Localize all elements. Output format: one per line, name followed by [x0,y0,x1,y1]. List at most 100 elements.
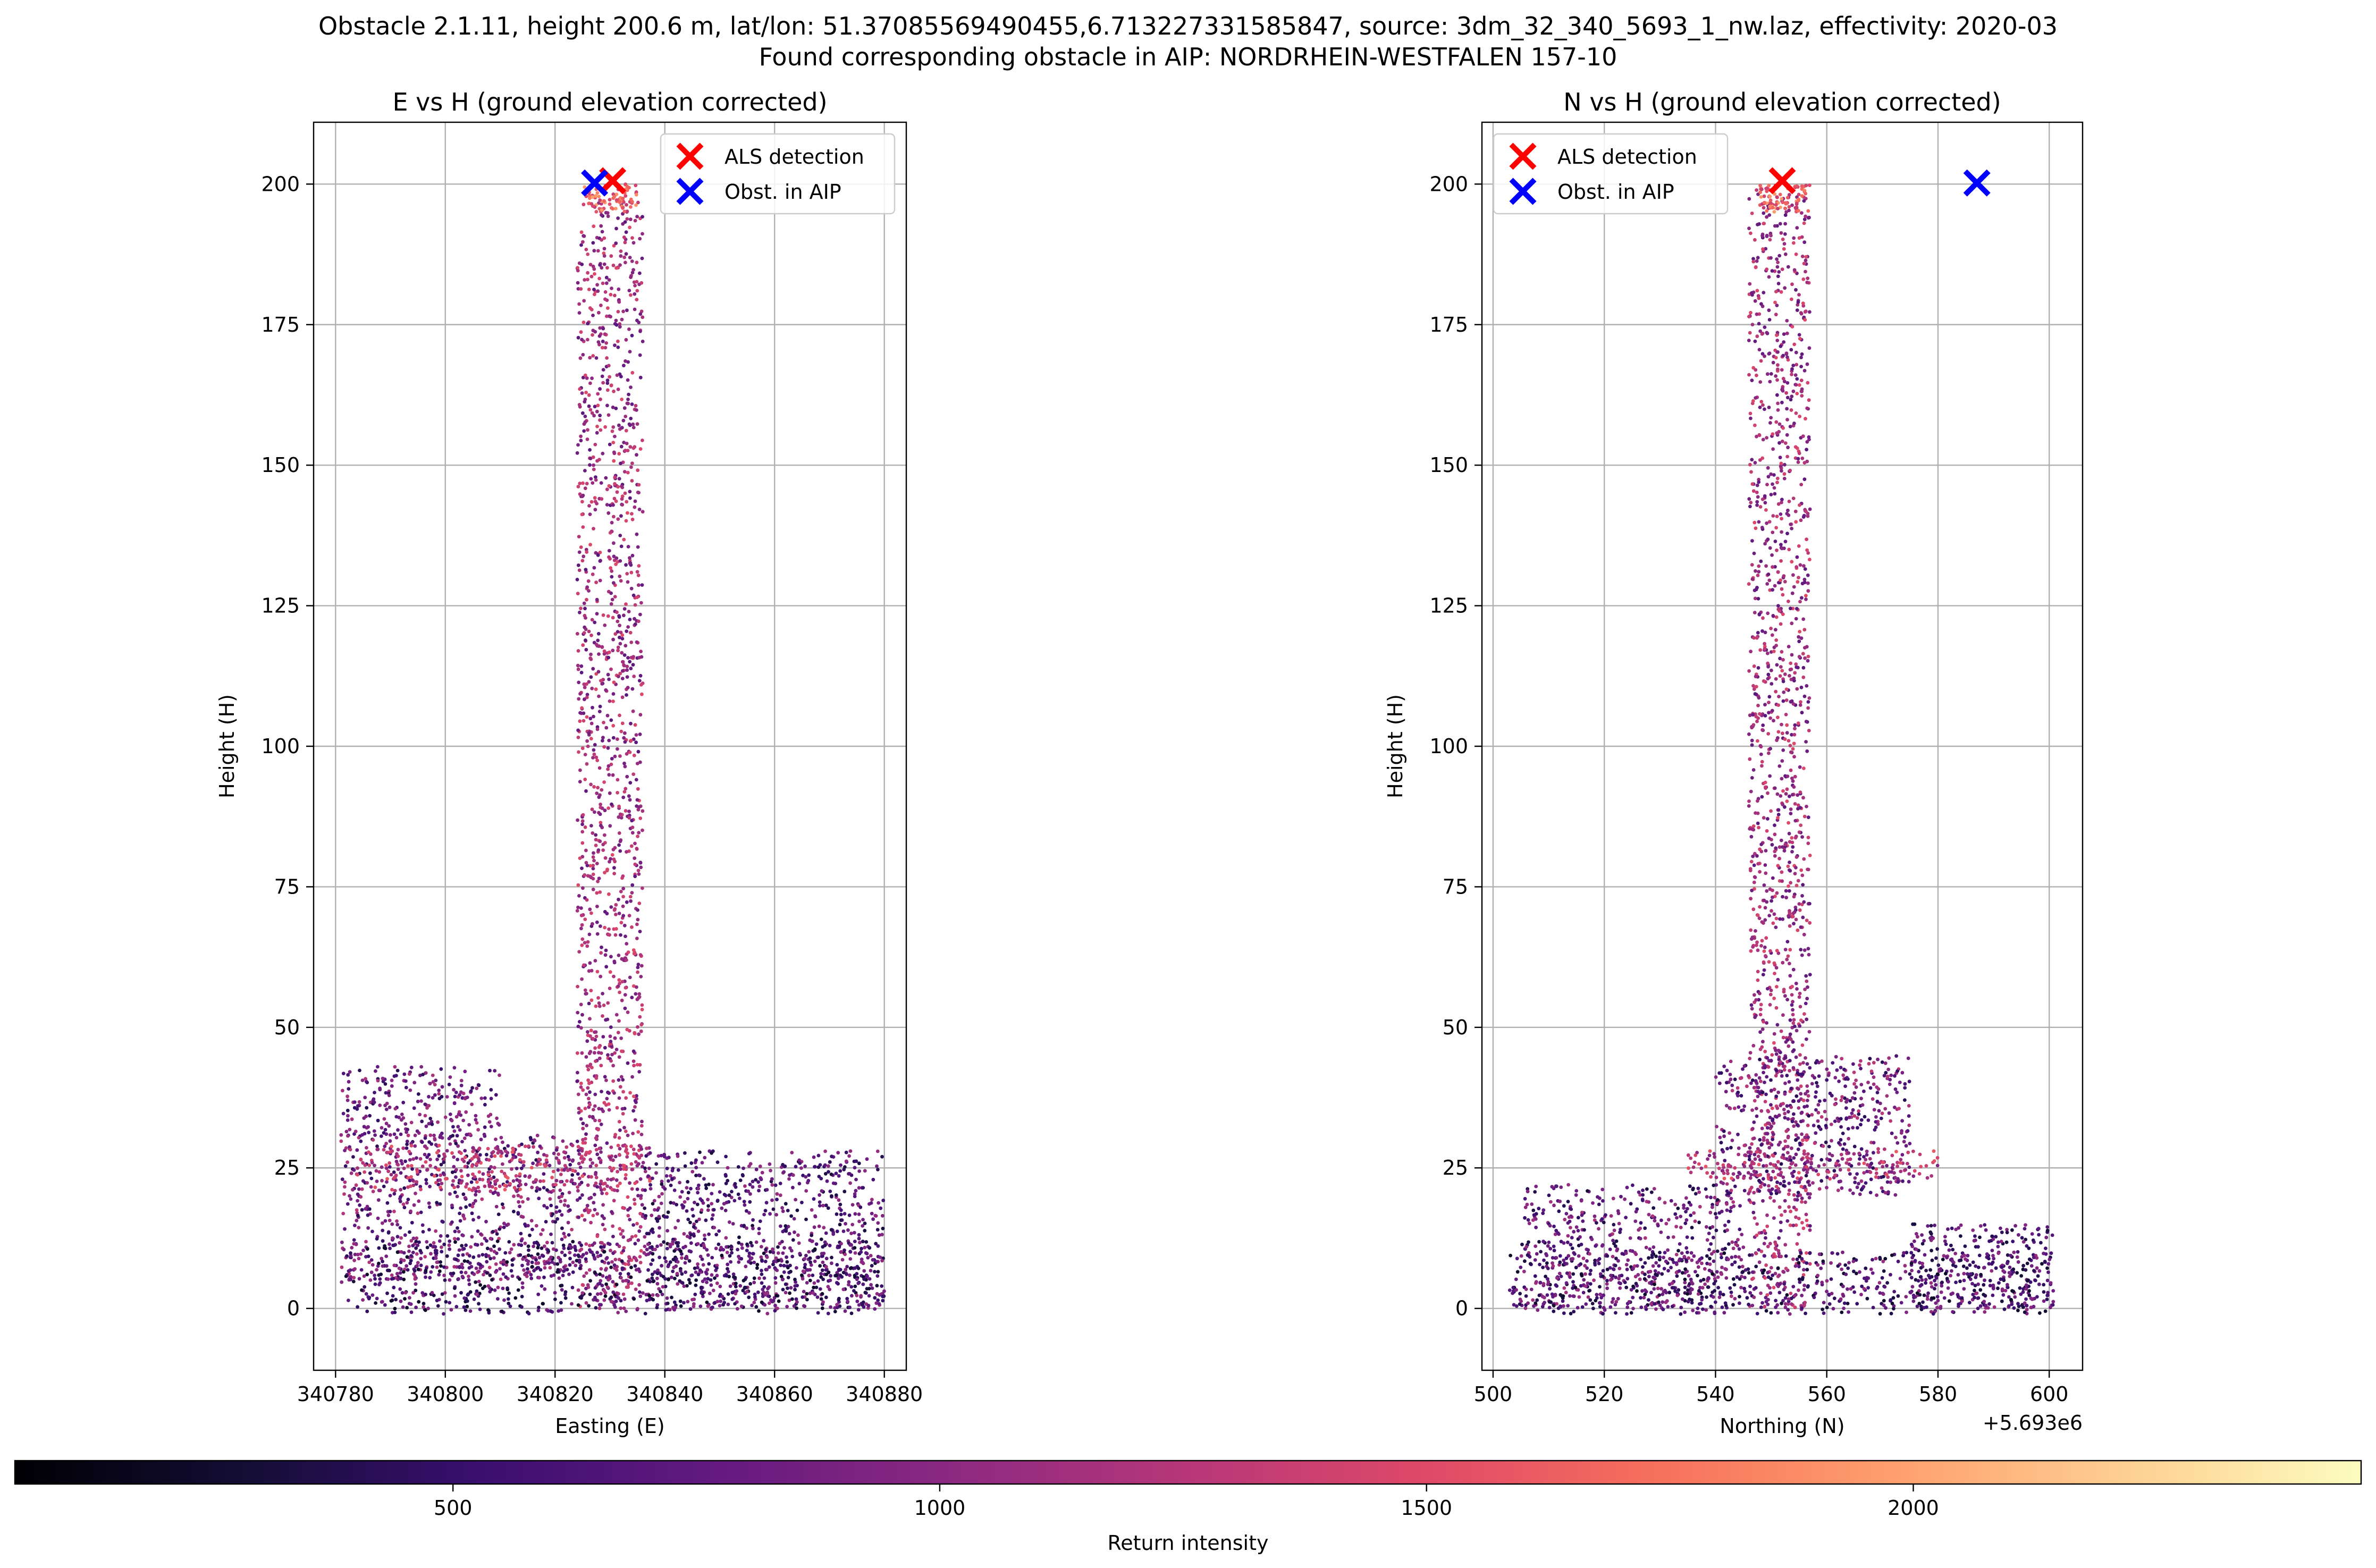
lidar-point [637,992,642,996]
lidar-point [699,1285,703,1289]
lidar-point [631,1109,635,1113]
lidar-point [373,1185,377,1190]
lidar-point [576,736,580,739]
lidar-point [634,1234,638,1238]
lidar-point [562,1232,566,1236]
lidar-point [619,1232,623,1236]
lidar-point [423,1114,427,1118]
lidar-point [654,1171,658,1175]
lidar-point [420,1291,425,1295]
lidar-point [593,1046,597,1050]
lidar-point [352,1100,357,1104]
lidar-point [588,1150,592,1154]
lidar-point [1769,627,1773,630]
lidar-point [616,485,620,489]
lidar-point [559,1308,563,1312]
lidar-point [761,1287,765,1292]
lidar-point [460,1175,464,1178]
lidar-point [612,857,616,861]
lidar-point [842,1248,846,1252]
lidar-point [692,1222,696,1226]
lidar-point [1785,957,1789,962]
lidar-point [356,1213,360,1218]
lidar-point [490,1170,494,1174]
lidar-point [609,383,613,387]
lidar-point [630,1075,634,1079]
lidar-point [491,1229,495,1234]
lidar-point [1784,687,1789,692]
lidar-point [438,1202,442,1206]
lidar-point [839,1208,843,1212]
lidar-point [434,1166,437,1169]
lidar-point [1802,577,1807,581]
lidar-point [518,1183,523,1187]
lidar-point [589,737,593,741]
lidar-point [414,1240,418,1244]
lidar-point [611,1251,615,1255]
lidar-point [595,1234,600,1238]
lidar-point [597,795,601,799]
lidar-point [1790,325,1794,328]
lidar-point [844,1221,847,1226]
lidar-point [511,1179,516,1183]
lidar-point [406,1268,410,1272]
lidar-point [579,434,583,439]
lidar-point [425,1106,429,1110]
lidar-point [545,1154,549,1158]
lidar-point [1804,417,1807,421]
lidar-point [425,1168,429,1172]
lidar-point [1757,1076,1762,1080]
lidar-point [423,1144,427,1148]
lidar-point [855,1277,859,1282]
lidar-point [462,1136,467,1140]
lidar-point [1788,974,1792,978]
lidar-point [402,1072,407,1076]
lidar-point [633,603,637,607]
lidar-point [548,1197,552,1201]
lidar-point [736,1165,740,1169]
lidar-point [540,1246,544,1250]
lidar-point [586,1078,590,1082]
lidar-point [643,1235,647,1239]
lidar-point [589,989,593,992]
lidar-point [1780,400,1784,404]
lidar-point [622,209,627,214]
lidar-point [1787,1192,1791,1196]
lidar-point [824,1295,828,1300]
lidar-point [637,1162,641,1166]
lidar-point [621,1112,625,1116]
lidar-point [726,1166,730,1170]
lidar-point [1747,373,1751,377]
lidar-point [635,532,639,536]
lidar-point [474,1266,478,1270]
lidar-point [387,1124,391,1128]
lidar-point [836,1151,840,1155]
lidar-point [427,1228,431,1232]
lidar-point [600,345,604,350]
lidar-point [725,1251,729,1254]
lidar-point [611,441,616,444]
lidar-point [664,1174,669,1178]
lidar-point [857,1169,861,1173]
lidar-point [386,1213,391,1217]
lidar-point [409,1120,414,1125]
lidar-point [599,304,603,307]
lidar-point [1788,1069,1792,1073]
lidar-point [734,1285,738,1288]
lidar-point [606,746,610,750]
lidar-point [600,788,604,792]
lidar-point [726,1262,730,1267]
lidar-point [453,1286,457,1291]
lidar-point [637,321,641,325]
lidar-point [848,1172,852,1176]
lidar-point [670,1168,675,1173]
lidar-point [638,375,643,380]
lidar-point [685,1186,689,1190]
lidar-point [437,1239,442,1243]
lidar-point [575,1259,579,1263]
lidar-point [592,288,596,291]
lidar-point [609,718,613,722]
lidar-point [566,1204,570,1208]
lidar-point [595,791,599,795]
lidar-point [365,1081,369,1084]
